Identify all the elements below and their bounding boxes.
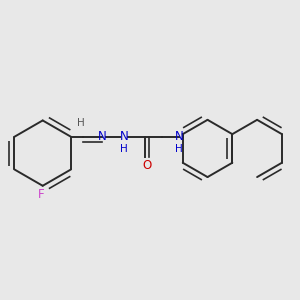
Text: H: H: [175, 144, 183, 154]
Text: H: H: [77, 118, 85, 128]
Text: O: O: [142, 159, 152, 172]
Text: N: N: [119, 130, 128, 143]
Text: N: N: [175, 130, 184, 143]
Text: N: N: [98, 130, 106, 143]
Text: H: H: [120, 144, 128, 154]
Text: F: F: [38, 188, 44, 201]
